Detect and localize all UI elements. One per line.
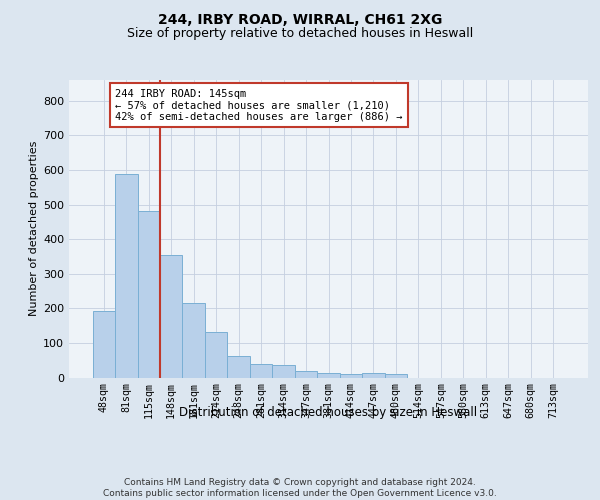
- Bar: [227, 356, 250, 378]
- Text: 244 IRBY ROAD: 145sqm
← 57% of detached houses are smaller (1,210)
42% of semi-d: 244 IRBY ROAD: 145sqm ← 57% of detached …: [115, 88, 403, 122]
- Y-axis label: Number of detached properties: Number of detached properties: [29, 141, 39, 316]
- Bar: [250, 364, 272, 378]
- Bar: [317, 372, 340, 378]
- Bar: [182, 303, 205, 378]
- Bar: [160, 254, 182, 378]
- Text: 244, IRBY ROAD, WIRRAL, CH61 2XG: 244, IRBY ROAD, WIRRAL, CH61 2XG: [158, 12, 442, 26]
- Bar: [272, 366, 295, 378]
- Bar: [137, 212, 160, 378]
- Bar: [362, 373, 385, 378]
- Bar: [340, 374, 362, 378]
- Text: Contains HM Land Registry data © Crown copyright and database right 2024.
Contai: Contains HM Land Registry data © Crown c…: [103, 478, 497, 498]
- Bar: [385, 374, 407, 378]
- Bar: [115, 174, 137, 378]
- Text: Size of property relative to detached houses in Heswall: Size of property relative to detached ho…: [127, 28, 473, 40]
- Text: Distribution of detached houses by size in Heswall: Distribution of detached houses by size …: [179, 406, 477, 419]
- Bar: [92, 310, 115, 378]
- Bar: [295, 370, 317, 378]
- Bar: [205, 332, 227, 378]
